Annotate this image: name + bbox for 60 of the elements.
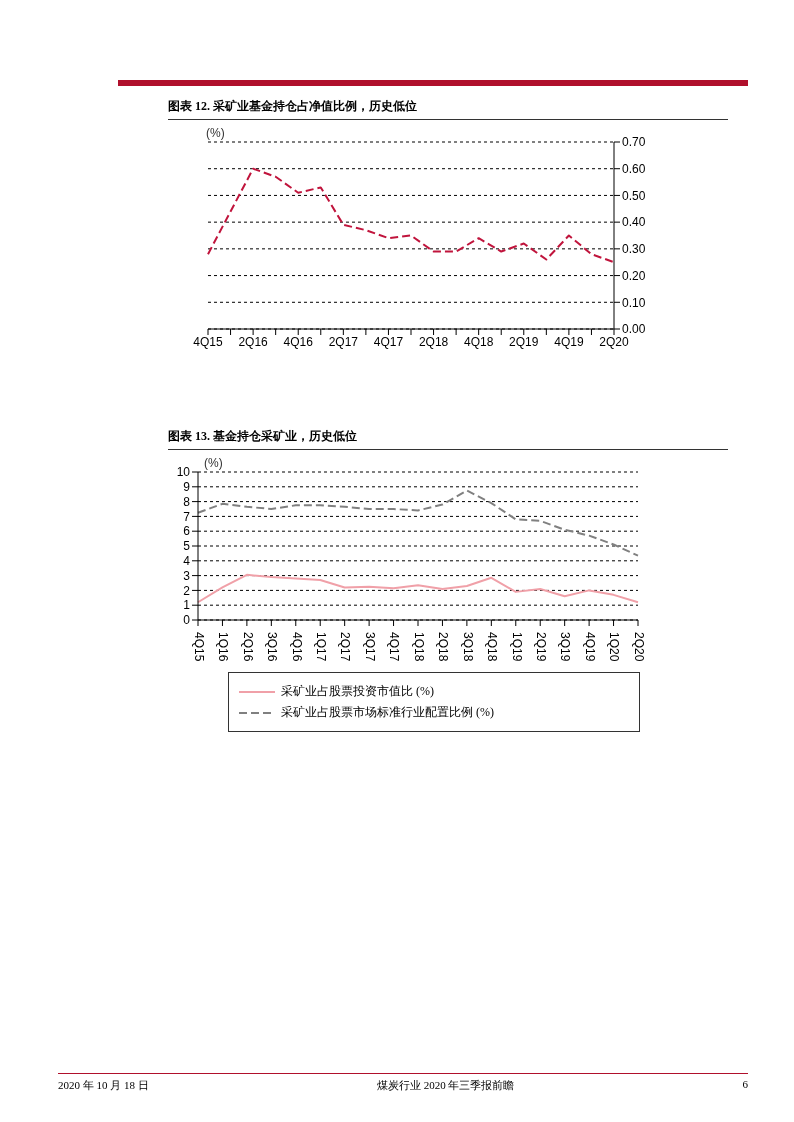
x-tick-label: 2Q19	[534, 632, 549, 662]
x-tick-label: 1Q20	[607, 632, 622, 662]
y-tick-label: 5	[183, 539, 191, 554]
x-tick-label: 1Q16	[216, 632, 231, 662]
y-axis-title: (%)	[204, 456, 223, 470]
y-tick-label: 0.50	[622, 188, 646, 203]
y-tick-label: 0.20	[622, 268, 646, 283]
x-tick-label: 4Q15	[193, 334, 223, 349]
line-series	[197, 573, 639, 604]
x-tick-label: 3Q17	[362, 632, 377, 662]
legend-label: 采矿业占股票市场标准行业配置比例 (%)	[281, 704, 494, 721]
x-tick-label: 2Q17	[328, 334, 359, 349]
y-axis-title: (%)	[206, 126, 225, 140]
text: 2020 年 10 月 18 日	[58, 1078, 149, 1093]
x-tick-label: 2Q16	[238, 334, 269, 349]
y-tick-label: 0.40	[622, 215, 646, 230]
y-tick-label: 0.00	[622, 322, 646, 337]
y-tick-label: 3	[183, 568, 191, 583]
chart-title: 图表 12. 采矿业基金持仓占净值比例，历史低位	[168, 98, 728, 120]
x-tick-label: 4Q18	[463, 334, 494, 349]
x-tick-label: 1Q19	[509, 632, 524, 662]
x-tick-label: 4Q16	[283, 334, 314, 349]
y-tick-label: 0.10	[622, 295, 646, 310]
y-tick-label: 8	[183, 494, 191, 509]
y-tick-label: 2	[183, 583, 191, 598]
y-tick-label: 4	[183, 554, 191, 569]
x-tick-label: 2Q20	[599, 334, 629, 349]
x-tick-label: 4Q17	[387, 632, 402, 662]
x-tick-label: 2Q19	[509, 334, 539, 349]
line-series	[197, 489, 639, 557]
line-series	[207, 167, 615, 264]
x-tick-label: 2Q17	[338, 632, 353, 662]
text: 煤炭行业 2020 年三季报前瞻	[376, 1078, 515, 1093]
x-tick-label: 1Q17	[314, 632, 329, 662]
x-tick-label: 4Q15	[191, 632, 206, 662]
chart-title: 图表 13. 基金持仓采矿业，历史低位	[168, 428, 728, 450]
x-tick-label: 4Q19	[554, 334, 584, 349]
x-tick-label: 4Q16	[289, 632, 304, 662]
text: 6	[742, 1078, 748, 1092]
y-tick-label: 9	[183, 480, 191, 495]
y-tick-label: 0.70	[622, 135, 646, 150]
legend-label: 采矿业占股票投资市值比 (%)	[281, 683, 434, 700]
y-tick-label: 6	[183, 524, 191, 539]
x-tick-label: 2Q16	[240, 632, 255, 662]
x-tick-label: 2Q20	[631, 632, 646, 662]
y-tick-label: 1	[183, 598, 191, 613]
x-tick-label: 4Q18	[485, 632, 500, 662]
y-tick-label: 10	[176, 465, 191, 480]
y-tick-label: 0	[183, 613, 191, 628]
x-tick-label: 4Q17	[373, 334, 404, 349]
x-tick-label: 2Q18	[436, 632, 451, 662]
y-tick-label: 0.30	[622, 242, 646, 257]
x-tick-label: 4Q19	[582, 632, 597, 662]
y-tick-label: 0.60	[622, 161, 646, 176]
x-tick-label: 3Q18	[460, 632, 475, 662]
x-tick-label: 1Q18	[411, 632, 426, 662]
x-tick-label: 2Q18	[418, 334, 449, 349]
x-tick-label: 3Q19	[558, 632, 573, 662]
y-tick-label: 7	[183, 509, 191, 524]
x-tick-label: 3Q16	[265, 632, 280, 662]
